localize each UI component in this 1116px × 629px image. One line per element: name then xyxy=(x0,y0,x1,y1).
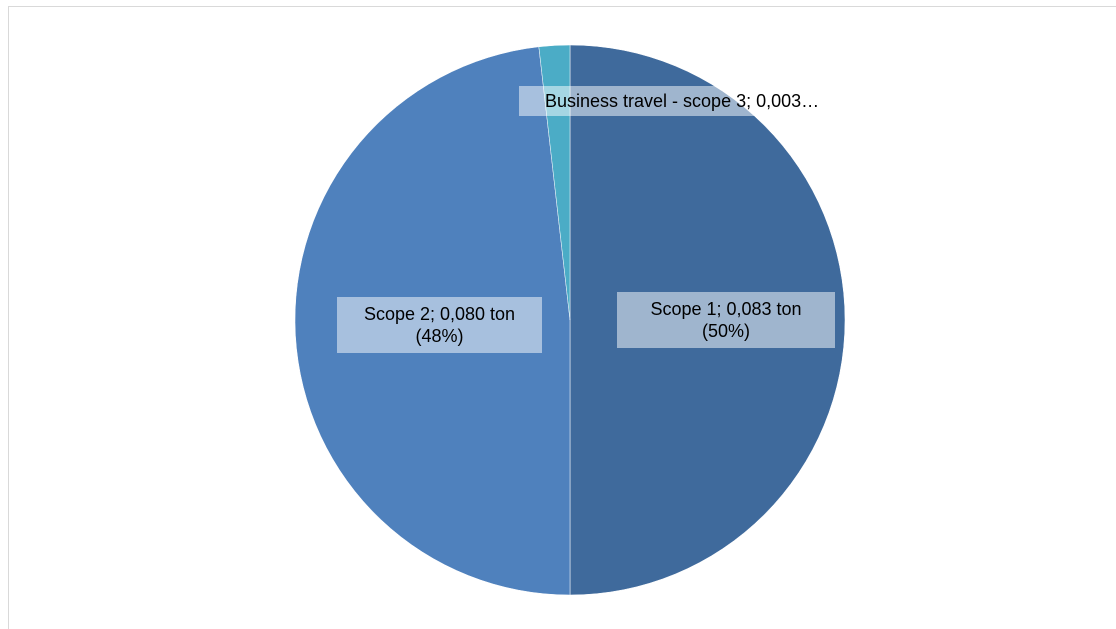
data-label: Business travel - scope 3; 0,003… xyxy=(519,86,819,116)
data-label: Scope 2; 0,080 ton (48%) xyxy=(337,297,542,353)
chart-frame xyxy=(8,6,1116,629)
data-label: Scope 1; 0,083 ton (50%) xyxy=(617,292,835,348)
